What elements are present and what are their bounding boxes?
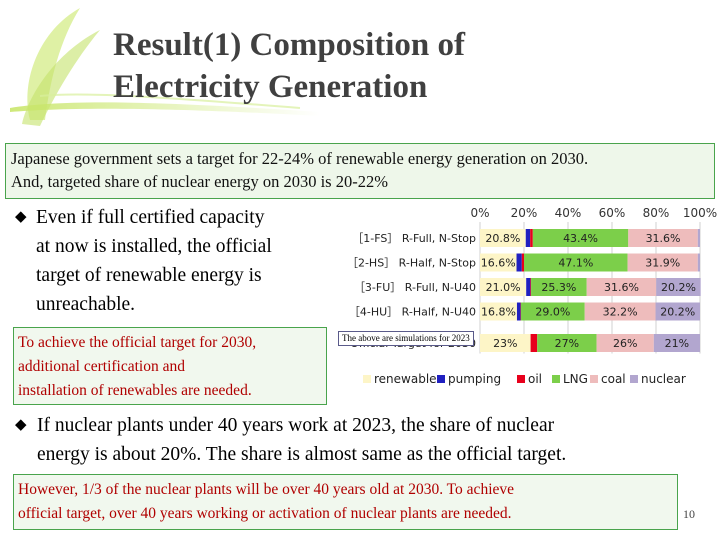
nuclear-note-box: However, 1/3 of the nuclear plants will … bbox=[13, 474, 678, 530]
x-tick-label: 20% bbox=[511, 206, 538, 220]
legend-label: oil bbox=[528, 372, 542, 386]
government-target-box: Japanese government sets a target for 22… bbox=[5, 143, 715, 199]
x-tick-label: 100% bbox=[683, 206, 717, 220]
bar-segment-pumping bbox=[516, 253, 522, 272]
bar-segment-coal bbox=[627, 253, 698, 272]
diamond-bullet-icon: ◆ bbox=[15, 209, 27, 225]
x-tick-label: 80% bbox=[643, 206, 670, 220]
bar-segment-coal bbox=[628, 229, 698, 247]
data-label: 26% bbox=[613, 337, 637, 350]
nuclear-note-line-1: However, 1/3 of the nuclear plants will … bbox=[18, 481, 515, 498]
bar-segment-nuclear bbox=[697, 229, 700, 247]
bar-segment-renewables bbox=[480, 278, 527, 296]
data-label: 31.9% bbox=[645, 257, 680, 270]
data-label: 20.2% bbox=[660, 306, 695, 319]
bar-segment-oil bbox=[530, 334, 538, 352]
legend-swatch-coal bbox=[590, 375, 598, 383]
legend-swatch-LNG bbox=[552, 375, 560, 383]
bar-segment-nuclear bbox=[697, 253, 700, 272]
renewables-note-line-1: To achieve the official target for 2030, bbox=[18, 334, 257, 351]
bullet-renewable-unreachable: ◆ Even if full certified capacity at now… bbox=[15, 203, 330, 319]
bar-segment-pumping bbox=[526, 278, 531, 296]
page-title-line-2: Electricity Generation bbox=[113, 69, 428, 105]
bar-segment-nuclear bbox=[655, 302, 700, 321]
legend-label: LNG bbox=[563, 372, 588, 386]
bar-segment-nuclear bbox=[656, 278, 701, 296]
data-label: 16.6% bbox=[481, 257, 516, 270]
page-number: 10 bbox=[683, 507, 695, 521]
bar-segment-coal bbox=[596, 334, 654, 352]
data-label: 31.6% bbox=[604, 281, 639, 294]
government-target-line-1: Japanese government sets a target for 22… bbox=[11, 149, 589, 168]
bullet-line-1: Even if full certified capacity bbox=[36, 207, 265, 228]
legend-swatch-nuclear bbox=[630, 375, 638, 383]
generation-composition-chart: 0% 20% 40% 60% 80% 100% ［1-FS］ R-Full, N-Stop ［… bbox=[347, 206, 717, 386]
bar-segment-coal bbox=[584, 302, 656, 321]
decorative-leaf-graphic bbox=[10, 8, 320, 126]
legend-swatch-renewables bbox=[363, 375, 371, 383]
diamond-bullet-icon: ◆ bbox=[15, 417, 27, 433]
bullet-text: Even if full certified capacity at now i… bbox=[15, 203, 330, 319]
bullet-nuclear-share: ◆ If nuclear plants under 40 years work … bbox=[15, 411, 705, 469]
bullet-line-4: unreachable. bbox=[36, 294, 136, 315]
data-label: 47.1% bbox=[558, 257, 593, 270]
government-target-line-2: And, targeted share of nuclear energy on… bbox=[11, 172, 388, 191]
renewables-note-line-3: installation of renewables are needed. bbox=[18, 382, 252, 399]
page-title: Result(1) Composition of Electricity Gen… bbox=[113, 24, 633, 108]
simulation-annotation: The above are simulations for 2023 bbox=[338, 331, 474, 346]
x-tick-label: 60% bbox=[599, 206, 626, 220]
data-label: 20.8% bbox=[485, 232, 520, 245]
data-label: 27% bbox=[555, 337, 579, 350]
bar-segment-LNG bbox=[520, 302, 585, 321]
data-label: 32.2% bbox=[603, 306, 638, 319]
data-label: 43.4% bbox=[563, 232, 598, 245]
bar-segment-pumping bbox=[516, 302, 521, 321]
page-title-line-1: Result(1) Composition of bbox=[113, 27, 465, 63]
bar-segment-oil bbox=[521, 253, 524, 272]
data-label: 29.0% bbox=[535, 306, 570, 319]
nuclear-note-line-2: official target, over 40 years working o… bbox=[18, 505, 512, 522]
renewables-note-line-2: additional certification and bbox=[18, 358, 185, 375]
bullet-line-2: energy is about 20%. The share is almost… bbox=[37, 444, 567, 465]
category-label: ［2-HS］ R-Half, N-Stop bbox=[347, 257, 476, 270]
bar-segment-LNG bbox=[532, 229, 629, 247]
bar-segment-renewables bbox=[480, 334, 531, 352]
bullet-line-3: target of renewable energy is bbox=[36, 265, 262, 286]
data-label: 21% bbox=[665, 337, 689, 350]
legend-label: renewables bbox=[374, 372, 443, 386]
bullet-text: If nuclear plants under 40 years work at… bbox=[15, 411, 705, 469]
bullet-line-2: at now is installed, the official bbox=[36, 236, 272, 257]
category-label: ［4-HU］ R-Half, N-U40 bbox=[349, 306, 476, 319]
x-tick-label: 0% bbox=[470, 206, 489, 220]
bullet-line-1: If nuclear plants under 40 years work at… bbox=[37, 415, 555, 436]
bar-segment-LNG bbox=[537, 334, 597, 352]
legend-label: coal bbox=[601, 372, 626, 386]
bar-segment-oil bbox=[530, 229, 533, 247]
renewables-note-box: To achieve the official target for 2030,… bbox=[13, 327, 327, 405]
bar-segment-coal bbox=[586, 278, 657, 296]
bar-segment-nuclear bbox=[653, 334, 700, 352]
bar-segment-renewables bbox=[480, 302, 517, 321]
data-label: 23% bbox=[493, 337, 517, 350]
x-tick-label: 40% bbox=[555, 206, 582, 220]
legend-label: nuclear bbox=[641, 372, 686, 386]
category-label: ［1-FS］ R-Full, N-Stop bbox=[352, 232, 476, 245]
legend-swatch-pumping bbox=[437, 375, 445, 383]
data-label: 25.3% bbox=[541, 281, 576, 294]
legend-swatch-oil bbox=[517, 375, 525, 383]
bar-segment-pumping bbox=[525, 229, 531, 247]
bar-segment-LNG bbox=[524, 253, 628, 272]
bar-segment-LNG bbox=[531, 278, 587, 296]
data-label: 16.8% bbox=[481, 306, 516, 319]
bar-segment-renewables bbox=[480, 229, 526, 247]
category-label: ［3-FU］ R-Full, N-U40 bbox=[354, 281, 476, 294]
data-label: 31.6% bbox=[646, 232, 681, 245]
bar-segment-oil bbox=[530, 278, 532, 296]
data-label: 21.0% bbox=[486, 281, 521, 294]
data-label: 20.2% bbox=[661, 281, 696, 294]
legend-label: pumping bbox=[448, 372, 501, 386]
bar-segment-renewables bbox=[480, 253, 517, 272]
